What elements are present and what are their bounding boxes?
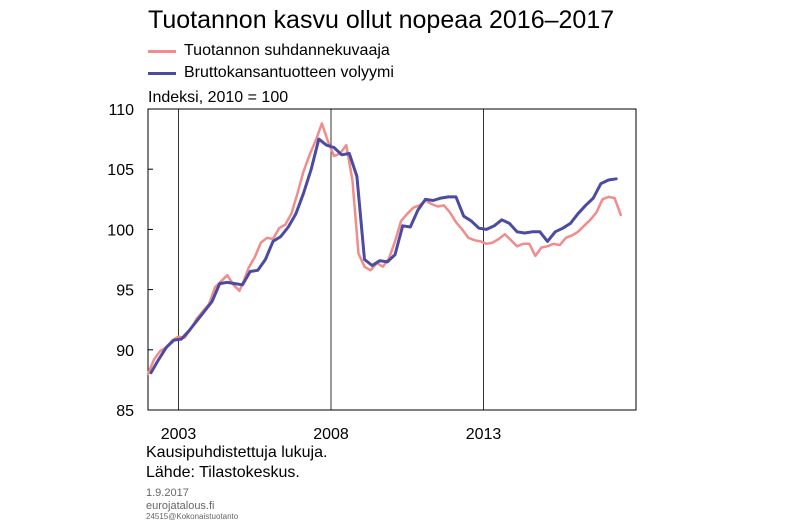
legend-item-production: Tuotannon suhdannekuvaaja: [148, 40, 394, 62]
unit-label: Indeksi, 2010 = 100: [148, 89, 289, 106]
y-tick-label-90: 90: [116, 343, 134, 360]
chart-title: Tuotannon kasvu ollut nopeaa 2016–2017: [148, 6, 615, 34]
series-line-production: [146, 122, 623, 376]
y-tick-label-95: 95: [116, 283, 134, 300]
legend-item-gdp: Bruttokansantuotteen volyymi: [148, 62, 394, 84]
legend-swatch-gdp: [148, 71, 176, 75]
footnote-seasonal: Kausipuhdistettuja lukuja.: [146, 444, 328, 461]
publish-date: 1.9.2017: [146, 487, 189, 499]
chart-code: 24515@Kokonaistuotanto: [146, 512, 239, 521]
legend-swatch-production: [148, 49, 176, 53]
x-tick-label-2003: 2003: [161, 426, 197, 443]
footnote-source: Lähde: Tilastokeskus.: [146, 464, 300, 481]
legend: Tuotannon suhdannekuvaaja Bruttokansantu…: [148, 40, 394, 84]
y-tick-label-100: 100: [107, 222, 134, 239]
y-tick-label-105: 105: [107, 162, 134, 179]
plot-frame: [147, 108, 637, 411]
y-tick-label-85: 85: [116, 403, 134, 420]
site-name: eurojatalous.fi: [146, 500, 215, 512]
x-tick-label-2008: 2008: [313, 426, 349, 443]
x-tick-label-2013: 2013: [466, 426, 502, 443]
legend-label-production: Tuotannon suhdannekuvaaja: [184, 42, 390, 59]
y-tick-label-110: 110: [108, 102, 134, 119]
series-line-gdp: [149, 137, 618, 375]
legend-label-gdp: Bruttokansantuotteen volyymi: [184, 64, 394, 81]
